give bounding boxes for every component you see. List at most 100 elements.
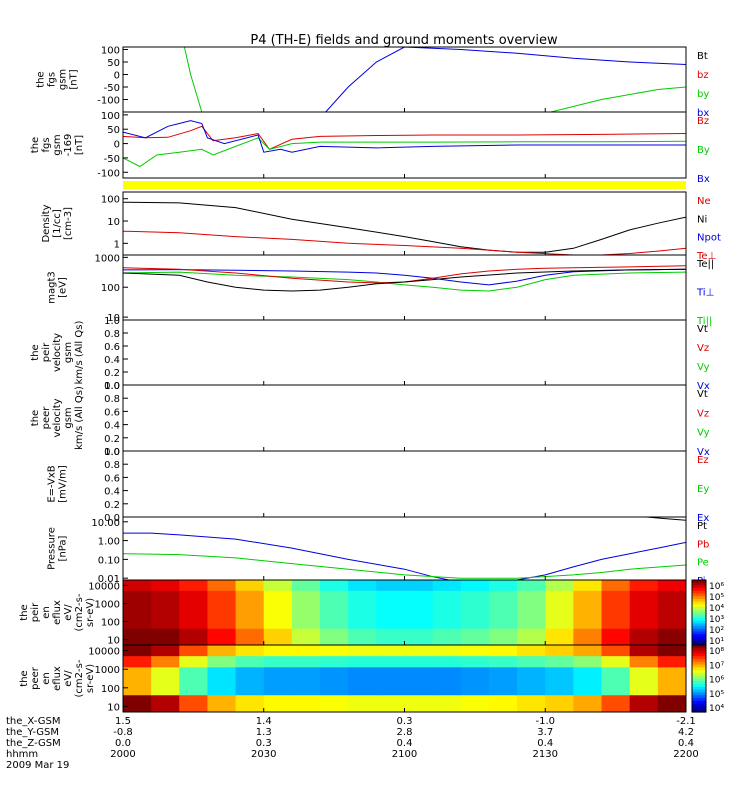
- heatmap-cell: [348, 585, 378, 592]
- ylabel-line: velocity: [52, 333, 63, 372]
- heatmap-cell: [263, 590, 293, 598]
- heatmap-cell: [545, 650, 575, 658]
- legend-item: Vz: [697, 343, 709, 354]
- heatmap-cell: [263, 639, 293, 645]
- heatmap-cell: [545, 617, 575, 625]
- heatmap-cell: [235, 650, 265, 658]
- heatmap-cell: [207, 607, 237, 614]
- heatmap-cell: [320, 661, 350, 669]
- ytick-label: 0.0: [104, 513, 120, 524]
- heatmap-cell: [263, 650, 293, 658]
- colorbar-swatch: [692, 639, 706, 643]
- heatmap-cell: [207, 650, 237, 658]
- heatmap-cell: [179, 684, 209, 691]
- heatmap-cell: [404, 596, 434, 603]
- heatmap-cell: [291, 684, 322, 691]
- ytick-label: 10: [107, 702, 120, 713]
- heatmap-cell: [488, 689, 519, 697]
- heatmap-cell: [432, 672, 462, 680]
- heatmap-cell: [376, 639, 406, 645]
- ylabel-pressure: Pressure [nPa]: [47, 527, 69, 570]
- heatmap-cell: [179, 650, 209, 658]
- heatmap-cell: [432, 700, 462, 708]
- heatmap-cell: [291, 661, 322, 669]
- heatmap-cell: [151, 596, 181, 603]
- heatmap-cell: [573, 672, 603, 680]
- heatmap-cell: [432, 667, 462, 674]
- footer-value: 0.4: [397, 738, 413, 749]
- heatmap-cell: [629, 617, 659, 625]
- heatmap-cell: [376, 634, 406, 641]
- heatmap-cell: [432, 623, 462, 630]
- yticks-peir_eflux: 10000 1000 100 10: [88, 581, 128, 647]
- heatmap-cell: [573, 689, 603, 697]
- heatmap-cell: [460, 650, 490, 658]
- ylabel-line: the: [19, 604, 30, 620]
- colorbar-swatch: [692, 686, 706, 691]
- heatmap-cell: [263, 661, 293, 669]
- heatmap-cell: [460, 656, 490, 663]
- heatmap-cell: [376, 678, 406, 686]
- colorbar-tick-label: 10¹: [709, 637, 724, 647]
- heatmap-cell: [460, 634, 490, 641]
- footer-value: 0.3: [256, 738, 272, 749]
- footer-value: 0.4: [537, 738, 553, 749]
- heatmap-cell: [629, 684, 659, 691]
- ytick-label: 0.6: [104, 473, 120, 484]
- heatmap-cell: [348, 700, 378, 708]
- colorbar-swatch: [692, 661, 706, 666]
- heatmap-cell: [629, 645, 659, 652]
- legend-item: Ne: [697, 196, 711, 207]
- colorbar-swatch: [692, 709, 706, 713]
- ytick-label: 0.4: [104, 487, 120, 498]
- heatmap-cell: [601, 661, 631, 669]
- legend-fgs: Bt bz by bx: [697, 51, 709, 119]
- legend-item: Bt: [697, 51, 708, 62]
- heatmap-cell: [629, 585, 659, 592]
- heatmap-cell: [320, 617, 350, 625]
- colorbar-swatch: [692, 642, 706, 646]
- colorbar-swatch: [692, 634, 706, 638]
- legend-density: Ne Ni Npot Te⊥: [696, 196, 721, 262]
- heatmap-cell: [517, 623, 547, 630]
- heatmap-cell: [517, 596, 547, 603]
- heatmap-cell: [404, 607, 434, 614]
- ylabel-line: the: [30, 137, 41, 153]
- heatmap-cell: [657, 585, 686, 592]
- heatmap-cell: [573, 580, 603, 587]
- ytick-label: 10: [107, 636, 120, 647]
- heatmap-cell: [629, 634, 659, 641]
- heatmap-cell: [235, 667, 265, 674]
- heatmap-cell: [348, 639, 378, 645]
- heatmap-cell: [207, 639, 237, 645]
- heatmap-cell: [179, 580, 209, 587]
- heatmap-cell: [404, 585, 434, 592]
- heatmap-cell: [123, 656, 153, 663]
- heatmap-cell: [320, 667, 350, 674]
- heatmap-cell: [657, 656, 686, 663]
- heatmap-cell: [488, 700, 519, 708]
- colorbar-swatch: [692, 598, 706, 603]
- heatmap-cell: [263, 656, 293, 663]
- heatmap-cell: [657, 634, 686, 641]
- heatmap-cell: [657, 684, 686, 691]
- heatmap-cell: [348, 645, 378, 652]
- heatmap-cell: [320, 634, 350, 641]
- ytick-label: 1.0: [104, 381, 120, 392]
- heatmap-cell: [404, 580, 434, 587]
- heatmap-cell: [404, 612, 434, 619]
- heatmap-cell: [235, 590, 265, 598]
- heatmap-cell: [291, 580, 322, 587]
- heatmap-cell: [123, 639, 153, 645]
- heatmap-cell: [376, 623, 406, 630]
- heatmap-cell: [151, 628, 181, 636]
- heatmap-cell: [207, 661, 237, 669]
- heatmap-cell: [488, 617, 519, 625]
- heatmap-cell: [545, 700, 575, 708]
- ylabel-line: Pressure: [47, 527, 58, 570]
- ytick-label: -100: [97, 168, 120, 179]
- footer-value: 0.4: [678, 738, 694, 749]
- heatmap-cell: [629, 667, 659, 674]
